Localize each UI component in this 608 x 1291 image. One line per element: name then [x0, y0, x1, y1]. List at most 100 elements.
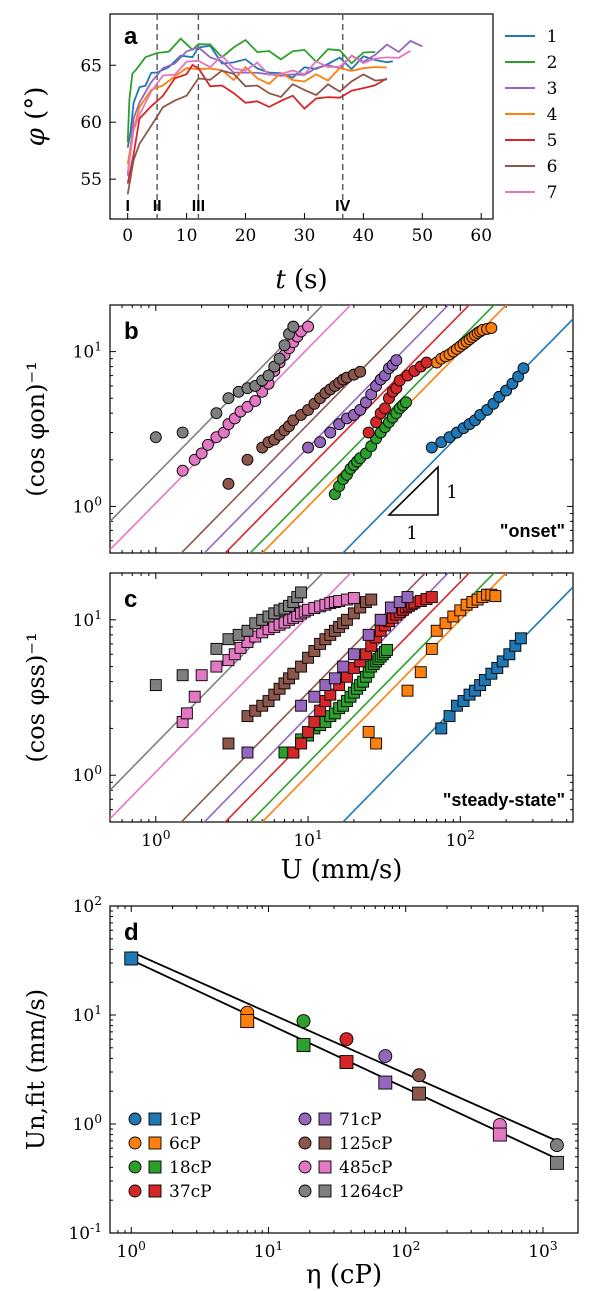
data-point-onset — [412, 1068, 426, 1083]
plot-area — [110, 305, 573, 553]
data-point-37cP — [295, 737, 308, 750]
x-tick-label: 60 — [470, 226, 492, 246]
data-point-485cP — [180, 707, 193, 720]
data-point-1264cP — [222, 633, 235, 646]
data-point-steady-state — [339, 1055, 354, 1070]
data-point-6cP — [489, 590, 502, 603]
data-point-485cP — [195, 447, 208, 460]
data-point-1264cP — [241, 624, 254, 637]
fit-line-485cP — [110, 573, 352, 820]
data-point-1264cP — [273, 352, 286, 365]
panel-b-frame — [109, 304, 574, 554]
data-point-125cP — [295, 660, 308, 673]
data-point-6cP — [401, 684, 414, 697]
data-point-onset — [296, 1014, 311, 1029]
legend-circle-marker — [298, 1184, 312, 1198]
slope-run-label: 1 — [406, 523, 417, 544]
data-point-onset — [378, 1049, 393, 1064]
data-point-1cP — [478, 674, 491, 686]
fit-line-71cP — [203, 305, 450, 553]
y-axis-label: (cos φon)⁻¹ — [22, 361, 50, 497]
panel-label-c: c — [124, 586, 137, 613]
data-point-37cP — [302, 725, 315, 738]
legend: 1 2 3 4 5 6 7 — [498, 20, 572, 210]
y-tick-label: 65 — [80, 56, 102, 76]
data-point-6cP — [439, 617, 452, 630]
y-tick-label: 55 — [80, 170, 102, 190]
data-point-71cP — [390, 354, 403, 367]
legend-label: 1cP — [169, 1110, 201, 1130]
data-point-1cP — [435, 722, 448, 735]
panel-label-b: b — [124, 318, 139, 345]
data-point-1264cP — [222, 392, 235, 405]
y-tick-label: 102 — [73, 894, 102, 917]
data-point-18cP — [400, 396, 412, 409]
data-point-1264cP — [262, 369, 275, 382]
data-point-steady-state — [124, 951, 139, 966]
legend-square-marker — [148, 1112, 162, 1126]
x-axis-label: η (cP) — [306, 1260, 382, 1290]
series-line-5 — [126, 63, 388, 184]
data-point-37cP — [420, 356, 433, 369]
legend-circle-marker — [298, 1112, 312, 1126]
panel-label-d: d — [124, 919, 139, 946]
data-point-6cP — [370, 737, 383, 750]
data-point-37cP — [425, 591, 438, 604]
x-tick-label: 101 — [254, 1239, 283, 1262]
data-point-71cP — [324, 426, 337, 439]
data-point-71cP — [347, 648, 360, 661]
data-point-485cP — [202, 438, 214, 451]
data-point-125cP — [241, 453, 254, 466]
data-point-steady-state — [240, 1014, 255, 1029]
x-axis-label: U (mm/s) — [281, 855, 403, 885]
data-point-125cP — [354, 365, 367, 378]
legend-square-marker — [148, 1160, 162, 1174]
legend-label: 125cP — [339, 1134, 392, 1154]
data-point-steady-state — [378, 1075, 393, 1090]
data-point-71cP — [337, 660, 350, 673]
data-point-6cP — [362, 725, 375, 738]
fit-line-onset-fit — [130, 950, 558, 1142]
legend-circle-marker — [128, 1112, 142, 1126]
data-point-1264cP — [278, 339, 291, 352]
data-point-71cP — [319, 679, 332, 692]
data-point-485cP — [249, 394, 262, 407]
data-point-1cP — [496, 655, 509, 668]
y-tick-label: 100 — [73, 763, 102, 786]
legend-circle-marker — [128, 1160, 142, 1174]
y-tick-label: 60 — [80, 113, 102, 133]
data-point-1264cP — [295, 586, 308, 599]
fit-line-6cP — [261, 573, 508, 822]
data-point-125cP — [340, 613, 353, 626]
x-tick-label: 40 — [353, 226, 375, 246]
legend-circle-marker — [128, 1184, 142, 1198]
phase-label: II — [153, 198, 162, 215]
y-axis-label: Un,fit (mm/s) — [22, 989, 50, 1150]
data-point-steady-state — [492, 1127, 507, 1142]
slope-triangle-shape — [387, 465, 439, 516]
panel-d: 100 101 102 103 10-1 100 101 102 1cP 6cP 18cP 37cP 7… — [22, 894, 579, 1290]
data-point-125cP — [287, 667, 300, 680]
data-point-1cP — [425, 441, 438, 454]
legend-label-5: 5 — [547, 131, 558, 151]
legend-label: 37cP — [169, 1182, 212, 1202]
data-point-485cP — [210, 660, 223, 673]
legend-circle-marker — [298, 1136, 312, 1150]
x-tick-label: 102 — [391, 1239, 420, 1262]
legend-label-1: 1 — [547, 27, 558, 47]
fit-line-18cP — [249, 305, 496, 553]
data-point-6cP — [430, 624, 443, 637]
legend-square-marker — [318, 1184, 332, 1198]
data-point-37cP — [379, 402, 391, 415]
panel-c-frame — [109, 572, 574, 823]
x-tick-label: 100 — [117, 1239, 146, 1262]
phase-label: I — [125, 198, 129, 215]
data-point-485cP — [347, 592, 360, 604]
legend-circle-marker — [128, 1136, 142, 1150]
data-point-1cP — [517, 362, 530, 375]
data-point-125cP — [222, 477, 235, 490]
x-tick-label: 101 — [293, 828, 322, 851]
data-point-1264cP — [149, 431, 162, 444]
